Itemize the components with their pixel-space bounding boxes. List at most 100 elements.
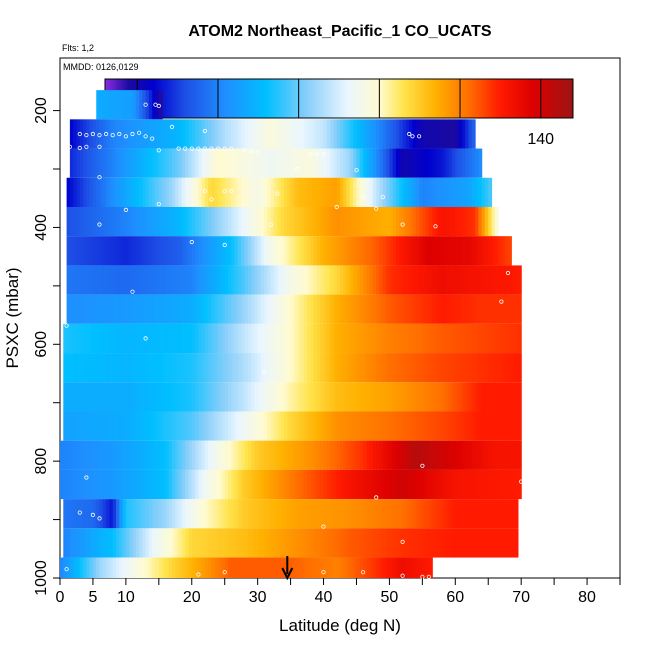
heatmap-cell [125, 440, 130, 470]
heatmap-cell [432, 206, 437, 237]
heatmap-cell [435, 294, 440, 324]
heatmap-cell [79, 353, 84, 383]
heatmap-cell [372, 177, 377, 207]
heatmap-cell [438, 206, 443, 237]
heatmap-cell [455, 294, 460, 324]
heatmap-cell [478, 353, 483, 383]
heatmap-cell [188, 557, 193, 578]
heatmap-cell [99, 177, 104, 207]
heatmap-cell [422, 353, 427, 383]
heatmap-cell [336, 411, 341, 441]
data-point [130, 289, 135, 294]
heatmap-cell [106, 294, 111, 324]
heatmap-cell [313, 236, 318, 266]
heatmap-cell [165, 148, 170, 178]
heatmap-cell [504, 469, 509, 500]
heatmap-cell [382, 440, 387, 470]
heatmap-cell [122, 528, 127, 558]
heatmap-cell [152, 411, 157, 441]
heatmap-cell [244, 528, 249, 558]
heatmap-cell [498, 528, 503, 558]
heatmap-cell [340, 206, 344, 237]
heatmap-cell [366, 119, 371, 149]
heatmap-cell [257, 206, 262, 237]
heatmap-cell [349, 119, 354, 149]
heatmap-cell [399, 557, 404, 578]
heatmap-cell [109, 236, 114, 266]
heatmap-cell [139, 265, 143, 295]
heatmap-cell [132, 323, 137, 354]
heatmap-cell [353, 236, 358, 266]
heatmap-cell [405, 353, 410, 383]
heatmap-cell [260, 294, 265, 324]
heatmap-cell [330, 148, 335, 178]
heatmap-cell [168, 148, 173, 178]
heatmap-cell [135, 206, 140, 237]
heatmap-cell [290, 499, 295, 529]
data-point [374, 206, 379, 211]
heatmap-cell [369, 323, 374, 354]
heatmap-cell [359, 557, 364, 578]
heatmap-cell [409, 236, 414, 266]
heatmap-cell [109, 528, 114, 558]
heatmap-cell [293, 236, 298, 266]
heatmap-cell [336, 148, 341, 178]
heatmap-cell [211, 440, 216, 470]
heatmap-cell [63, 440, 68, 470]
heatmap-cell [514, 294, 519, 324]
heatmap-cell [303, 148, 308, 178]
heatmap-cell [195, 323, 199, 354]
heatmap-cell [152, 557, 157, 578]
heatmap-cell [369, 528, 374, 558]
heatmap-cell [313, 382, 318, 412]
heatmap-cell [313, 119, 318, 149]
heatmap-cell [122, 119, 127, 149]
heatmap-cell [198, 353, 203, 383]
heatmap-cell [178, 206, 183, 237]
heatmap-cell [86, 528, 91, 558]
heatmap-cell [343, 119, 348, 149]
heatmap-cell [257, 177, 262, 207]
heatmap-cell [208, 557, 213, 578]
heatmap-cell [79, 294, 84, 324]
heatmap-cell [359, 265, 364, 295]
flights-label: Flts: 1,2 [62, 43, 94, 53]
heatmap-cell [148, 90, 153, 120]
heatmap-cell [366, 411, 371, 441]
heatmap-cell [129, 353, 134, 383]
data-point [143, 336, 148, 341]
heatmap-cell [419, 353, 423, 383]
heatmap-cell [478, 411, 483, 441]
heatmap-cell [89, 323, 94, 354]
heatmap-cell [293, 557, 298, 578]
heatmap-cell [106, 440, 111, 470]
heatmap-cell [251, 499, 255, 529]
heatmap-cell [168, 206, 173, 237]
heatmap-cell [366, 499, 371, 529]
heatmap-cell [349, 236, 354, 266]
heatmap-cell [396, 382, 400, 412]
heatmap-cell [303, 236, 308, 266]
heatmap-cell [478, 382, 483, 412]
heatmap-cell [237, 148, 242, 178]
heatmap-cell [280, 528, 285, 558]
heatmap-cell [257, 265, 262, 295]
heatmap-cell [293, 499, 298, 529]
heatmap-cell [498, 469, 503, 500]
heatmap-cell [218, 411, 223, 441]
heatmap-cell [218, 528, 223, 558]
data-point [262, 370, 267, 375]
heatmap-cell [79, 499, 84, 529]
heatmap-cell [270, 294, 275, 324]
heatmap-cell [300, 469, 305, 500]
heatmap-cell [359, 382, 364, 412]
heatmap-cell [307, 353, 311, 383]
heatmap-cell [389, 353, 394, 383]
heatmap-cell [277, 148, 282, 178]
heatmap-cell [211, 265, 216, 295]
heatmap-cell [415, 469, 420, 500]
heatmap-cell [399, 440, 404, 470]
heatmap-cell [396, 294, 400, 324]
heatmap-cell [501, 499, 506, 529]
heatmap-cell [204, 557, 209, 578]
